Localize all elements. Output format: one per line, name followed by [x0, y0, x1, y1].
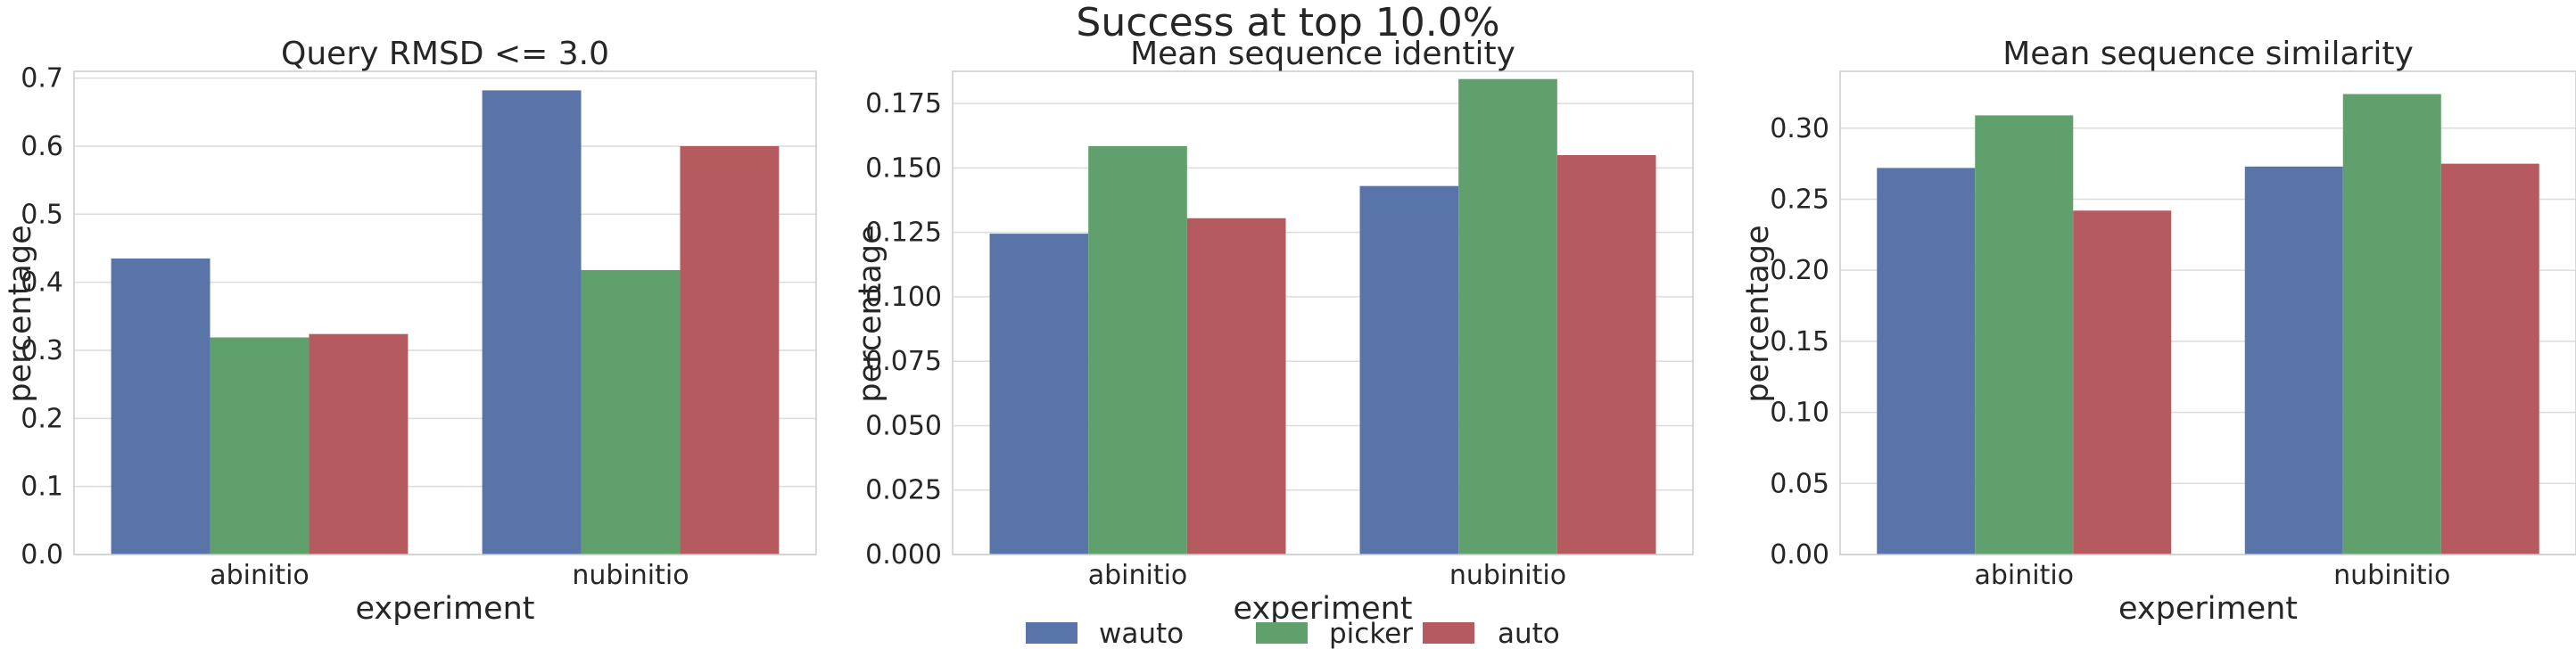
- figure-title: Success at top 10.0%: [1076, 0, 1499, 45]
- y-tick-label: 0.6: [21, 131, 63, 162]
- panel-title: Mean sequence identity: [1130, 36, 1515, 72]
- bar-wauto-abinitio: [1877, 168, 1976, 555]
- bar-picker-abinitio: [1975, 115, 2074, 555]
- legend-label-picker: picker: [1329, 618, 1413, 649]
- y-tick-label: 0.20: [1770, 255, 1829, 286]
- y-tick-label: 0.3: [21, 335, 63, 366]
- y-tick-label: 0.100: [865, 282, 942, 313]
- bar-picker-nubinitio: [1458, 78, 1557, 555]
- bar-auto-nubinitio: [680, 145, 780, 555]
- panel-mean-sequence-similarity: 0.00 0.05 0.10 0.15 0.20 0.25 0.30 abinitio nubi…: [1740, 36, 2576, 627]
- legend-swatch-picker: [1256, 622, 1308, 644]
- bar-auto-abinitio: [309, 333, 409, 555]
- y-tick-label: 0.00: [1770, 539, 1829, 571]
- y-tick-label: 0.4: [21, 267, 63, 299]
- bar-picker-nubinitio: [581, 269, 681, 555]
- y-tick-label: 0.050: [865, 410, 942, 441]
- bar-wauto-abinitio: [111, 258, 211, 555]
- panel-mean-sequence-identity: 0.000 0.025 0.050 0.075 0.100 0.125 0.150 0.175…: [853, 36, 1694, 627]
- y-tick-label: 0.0: [21, 539, 63, 571]
- y-tick-label: 0.150: [865, 152, 942, 184]
- y-tick-label: 0.05: [1770, 468, 1829, 499]
- y-tick-label: 0.7: [21, 63, 63, 94]
- y-tick-label: 0.125: [865, 218, 942, 249]
- y-axis-label: percentage: [3, 225, 38, 402]
- x-tick-label: abinitio: [210, 560, 310, 591]
- y-axis-label: percentage: [1740, 225, 1776, 402]
- y-tick-label: 0.25: [1770, 184, 1829, 215]
- x-axis-label: experiment: [2118, 591, 2298, 627]
- bar-auto-abinitio: [1186, 218, 1286, 555]
- axes-frame: [952, 70, 1694, 555]
- y-tick-label: 0.075: [865, 346, 942, 377]
- bar-picker-abinitio: [1088, 145, 1187, 555]
- bar-wauto-nubinitio: [2244, 166, 2343, 555]
- bar-picker-nubinitio: [2342, 94, 2441, 555]
- panel-title: Mean sequence similarity: [2002, 36, 2414, 72]
- x-tick-label: abinitio: [1088, 560, 1188, 591]
- bar-wauto-nubinitio: [1359, 185, 1459, 555]
- x-axis-label: experiment: [355, 591, 534, 627]
- y-tick-label: 0.30: [1770, 113, 1829, 144]
- legend-swatch-auto: [1423, 622, 1474, 644]
- legend-label-wauto: wauto: [1099, 618, 1184, 649]
- x-tick-label: nubinitio: [572, 560, 689, 591]
- legend-swatch-wauto: [1026, 622, 1077, 644]
- x-tick-label: nubinitio: [2333, 560, 2450, 591]
- bar-wauto-abinitio: [989, 234, 1089, 555]
- panel-title: Query RMSD <= 3.0: [281, 36, 609, 72]
- legend-label-auto: auto: [1498, 618, 1560, 649]
- legend: wauto picker auto: [1026, 618, 1560, 649]
- y-tick-label: 0.000: [865, 539, 942, 571]
- axes-frame: [1839, 70, 2576, 555]
- bar-wauto-nubinitio: [482, 90, 582, 555]
- x-axis-label: experiment: [1233, 591, 1412, 627]
- x-tick-label: nubinitio: [1449, 560, 1566, 591]
- bar-auto-nubinitio: [1556, 154, 1656, 555]
- bar-auto-abinitio: [2073, 210, 2172, 555]
- y-tick-label: 0.175: [865, 88, 942, 119]
- y-tick-label: 0.1: [21, 472, 63, 503]
- x-tick-label: abinitio: [1974, 560, 2074, 591]
- panel-query-rmsd: 0.0 0.1 0.2 0.3 0.4 0.5 0.6 0.7 abinitio nubiniti…: [3, 36, 817, 627]
- y-axis-label: percentage: [853, 225, 888, 402]
- y-tick-label: 0.5: [21, 199, 63, 230]
- y-tick-label: 0.025: [865, 475, 942, 506]
- bar-picker-abinitio: [210, 337, 310, 555]
- bar-auto-nubinitio: [2440, 163, 2539, 555]
- axes-frame: [73, 70, 817, 555]
- y-tick-label: 0.15: [1770, 326, 1829, 357]
- y-tick-label: 0.2: [21, 403, 63, 434]
- y-tick-label: 0.10: [1770, 398, 1829, 429]
